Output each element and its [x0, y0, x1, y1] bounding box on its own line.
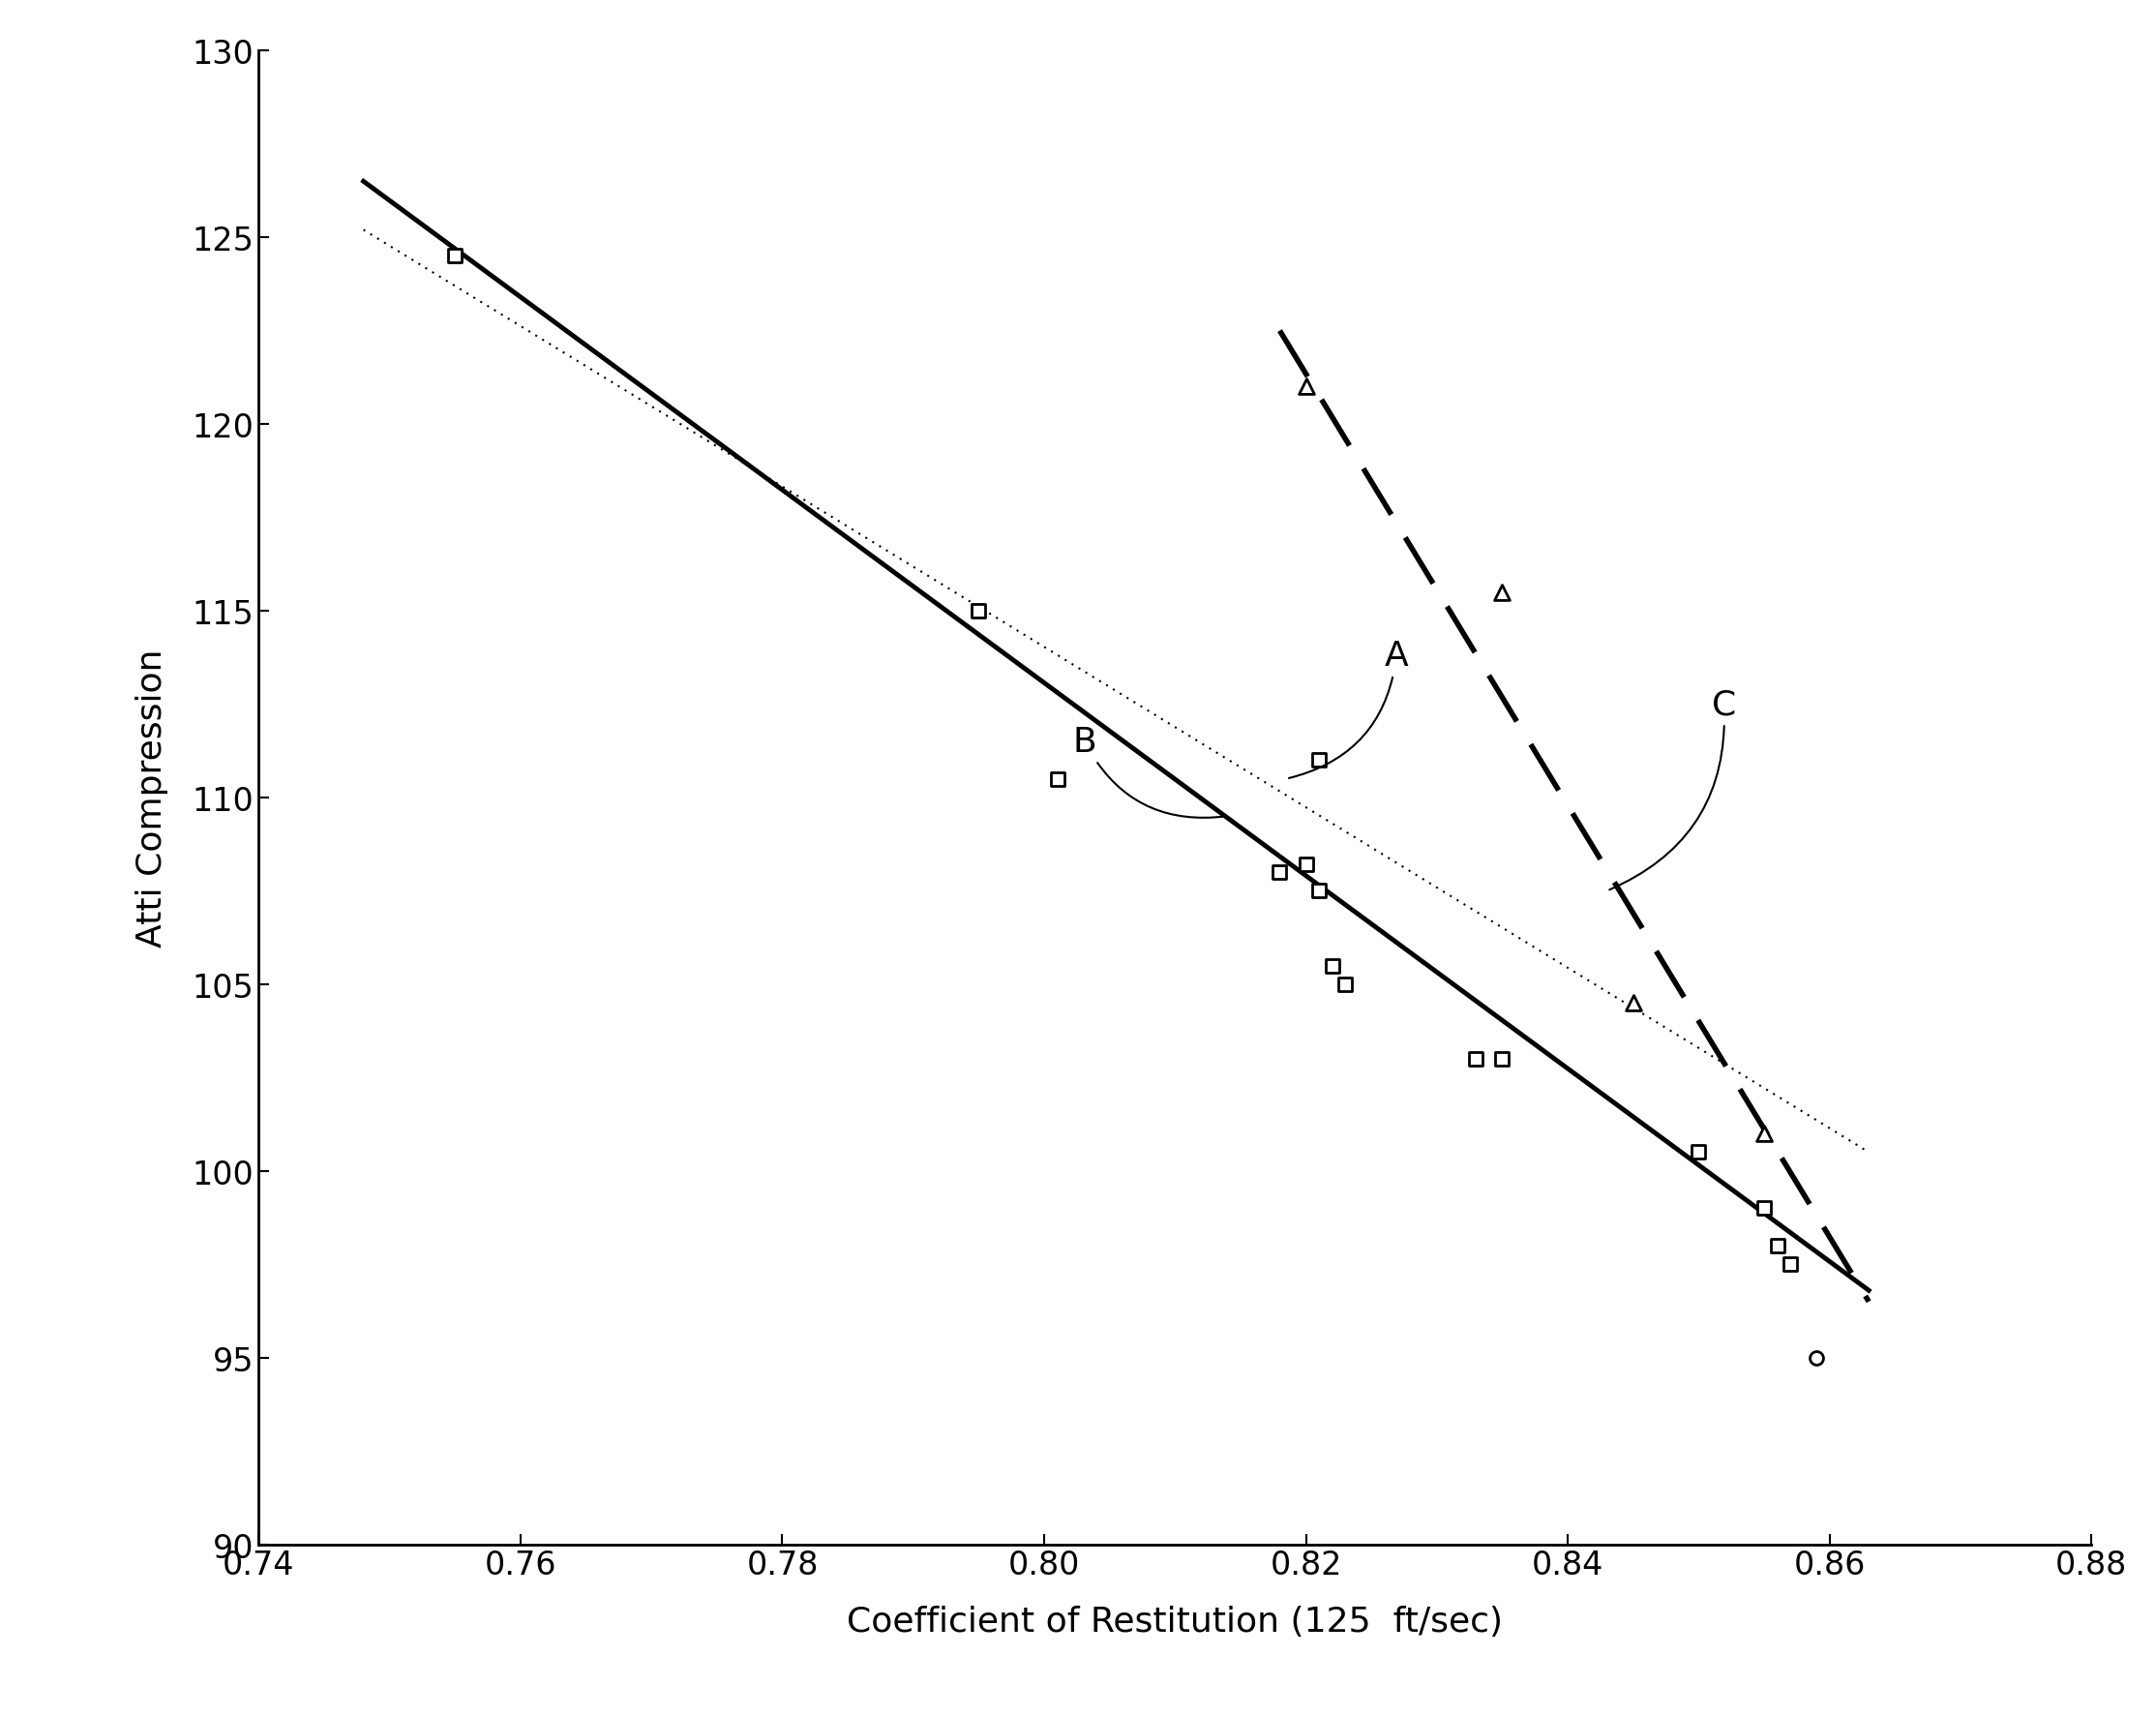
Point	[1485, 578, 1520, 606]
Point	[1746, 1194, 1781, 1222]
Point	[1485, 1045, 1520, 1072]
Point	[1759, 1232, 1794, 1260]
Point	[1328, 971, 1363, 999]
Point	[1615, 990, 1649, 1018]
Point	[1800, 1344, 1835, 1371]
Point	[1289, 374, 1324, 402]
Point	[1682, 1139, 1716, 1167]
Point	[1746, 1121, 1781, 1148]
X-axis label: Coefficient of Restitution (125  ft/sec): Coefficient of Restitution (125 ft/sec)	[847, 1604, 1503, 1639]
Point	[1302, 877, 1337, 904]
Point	[1302, 746, 1337, 774]
Text: B: B	[1074, 726, 1225, 819]
Point	[1772, 1251, 1807, 1278]
Point	[1263, 858, 1298, 885]
Point	[438, 244, 472, 271]
Point	[962, 597, 996, 625]
Point	[1289, 851, 1324, 879]
Point	[1460, 1045, 1494, 1072]
Text: A: A	[1289, 640, 1408, 779]
Point	[1039, 765, 1074, 793]
Y-axis label: Atti Compression: Atti Compression	[136, 649, 168, 947]
Point	[1315, 952, 1350, 980]
Text: C: C	[1611, 688, 1736, 891]
